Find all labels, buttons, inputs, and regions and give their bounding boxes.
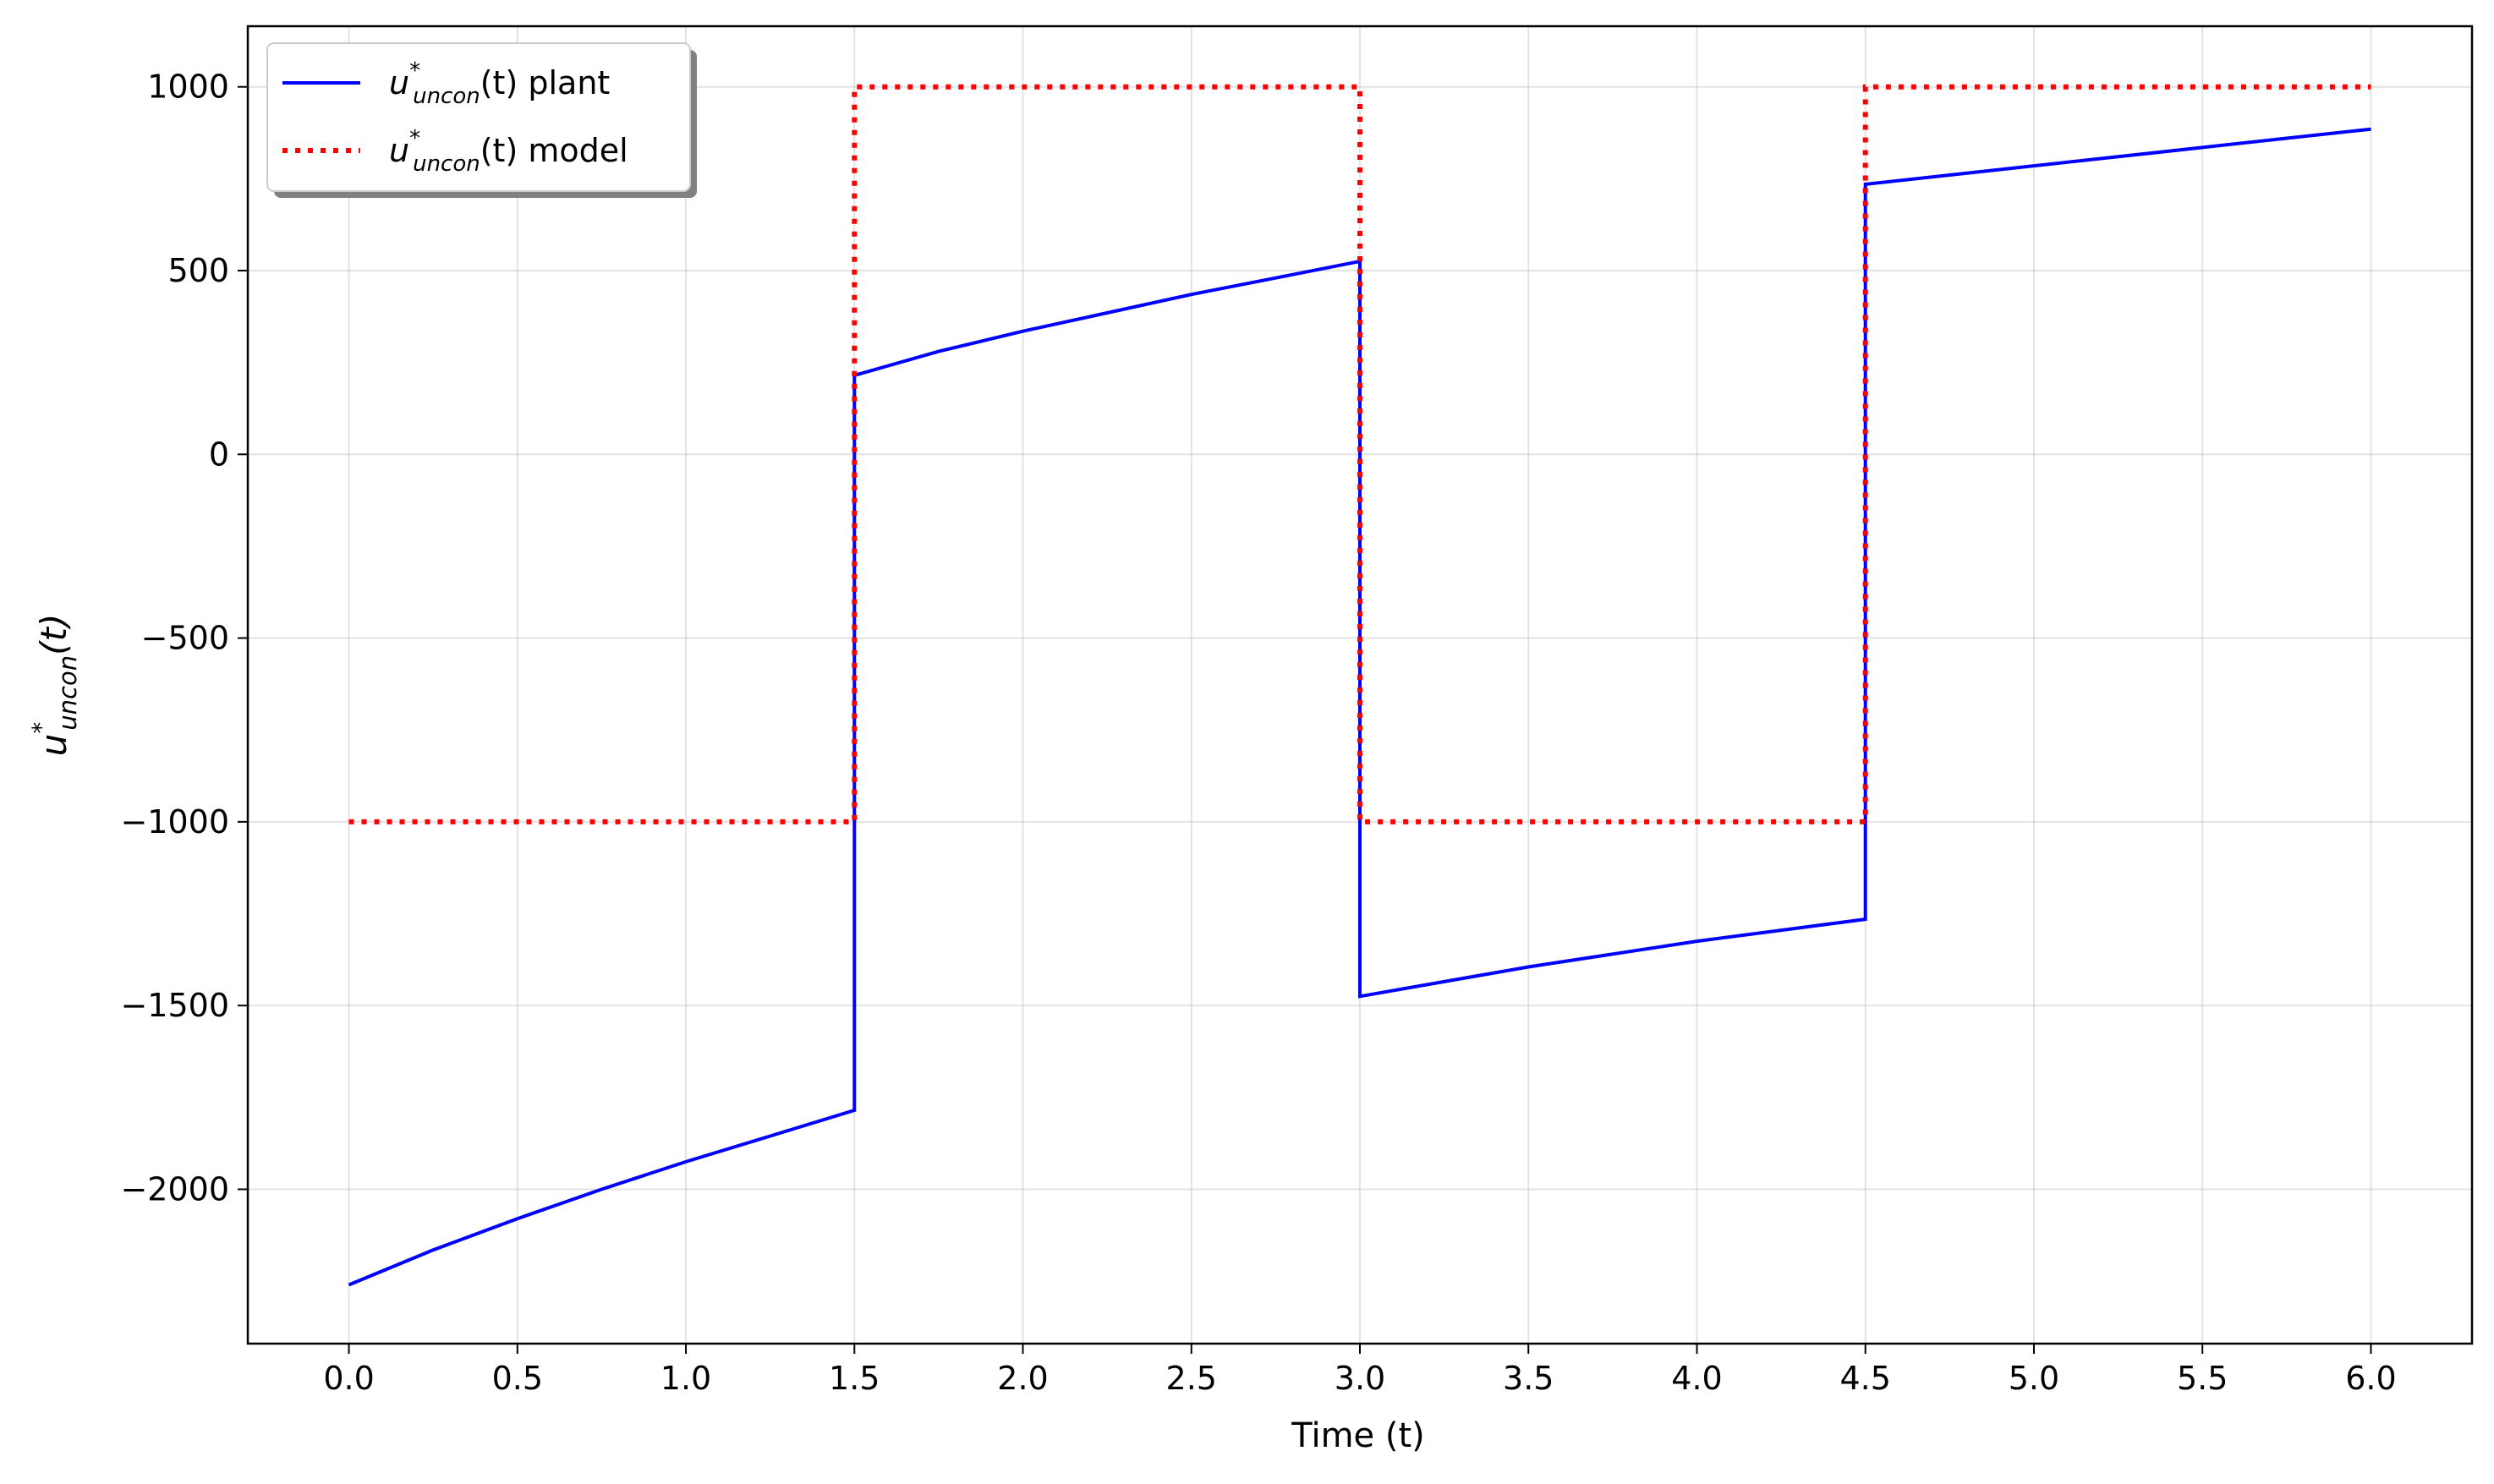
x-tick-label: 1.0 (660, 1360, 711, 1397)
x-tick-label: 0.0 (323, 1360, 374, 1397)
x-tick-label: 3.0 (1335, 1360, 1385, 1397)
x-tick-label: 4.0 (1671, 1360, 1722, 1397)
y-tick-label: 0 (209, 435, 229, 473)
legend-label-model: u* uncon(t) model (389, 126, 628, 177)
x-tick-label: 3.5 (1503, 1360, 1554, 1397)
x-tick-label: 5.0 (2009, 1360, 2059, 1397)
plot-lines (348, 84, 2371, 1287)
x-axis-ticks: 0.0 0.5 1.0 1.5 2.0 2.5 3.0 3.5 4.0 4.5 5.0 5.5 6.0 (323, 1344, 2397, 1397)
x-axis-label: Time (t) (1291, 1416, 1425, 1455)
x-tick-label: 5.5 (2177, 1360, 2228, 1397)
y-tick-label: 1000 (147, 68, 229, 106)
x-tick-label: 4.5 (1840, 1360, 1891, 1397)
legend-label-plant: u* uncon(t) plant (389, 58, 610, 109)
y-tick-label: −1500 (120, 987, 229, 1024)
y-axis-ticks: 1000 500 0 −500 −1000 −1500 −2000 (120, 68, 248, 1207)
x-tick-label: 1.5 (829, 1360, 880, 1397)
x-tick-label: 2.5 (1166, 1360, 1217, 1397)
x-tick-label: 6.0 (2345, 1360, 2396, 1397)
y-tick-label: −500 (141, 620, 229, 657)
y-tick-label: 500 (167, 252, 229, 289)
legend-box (266, 42, 691, 192)
y-tick-label: −1000 (120, 803, 229, 841)
x-tick-label: 0.5 (492, 1360, 543, 1397)
y-tick-label: −2000 (120, 1170, 229, 1207)
legend: u* uncon(t) plant u* uncon(t) model (266, 42, 697, 198)
x-tick-label: 2.0 (997, 1360, 1048, 1397)
y-axis-label: u*uncon(t) (27, 614, 82, 757)
